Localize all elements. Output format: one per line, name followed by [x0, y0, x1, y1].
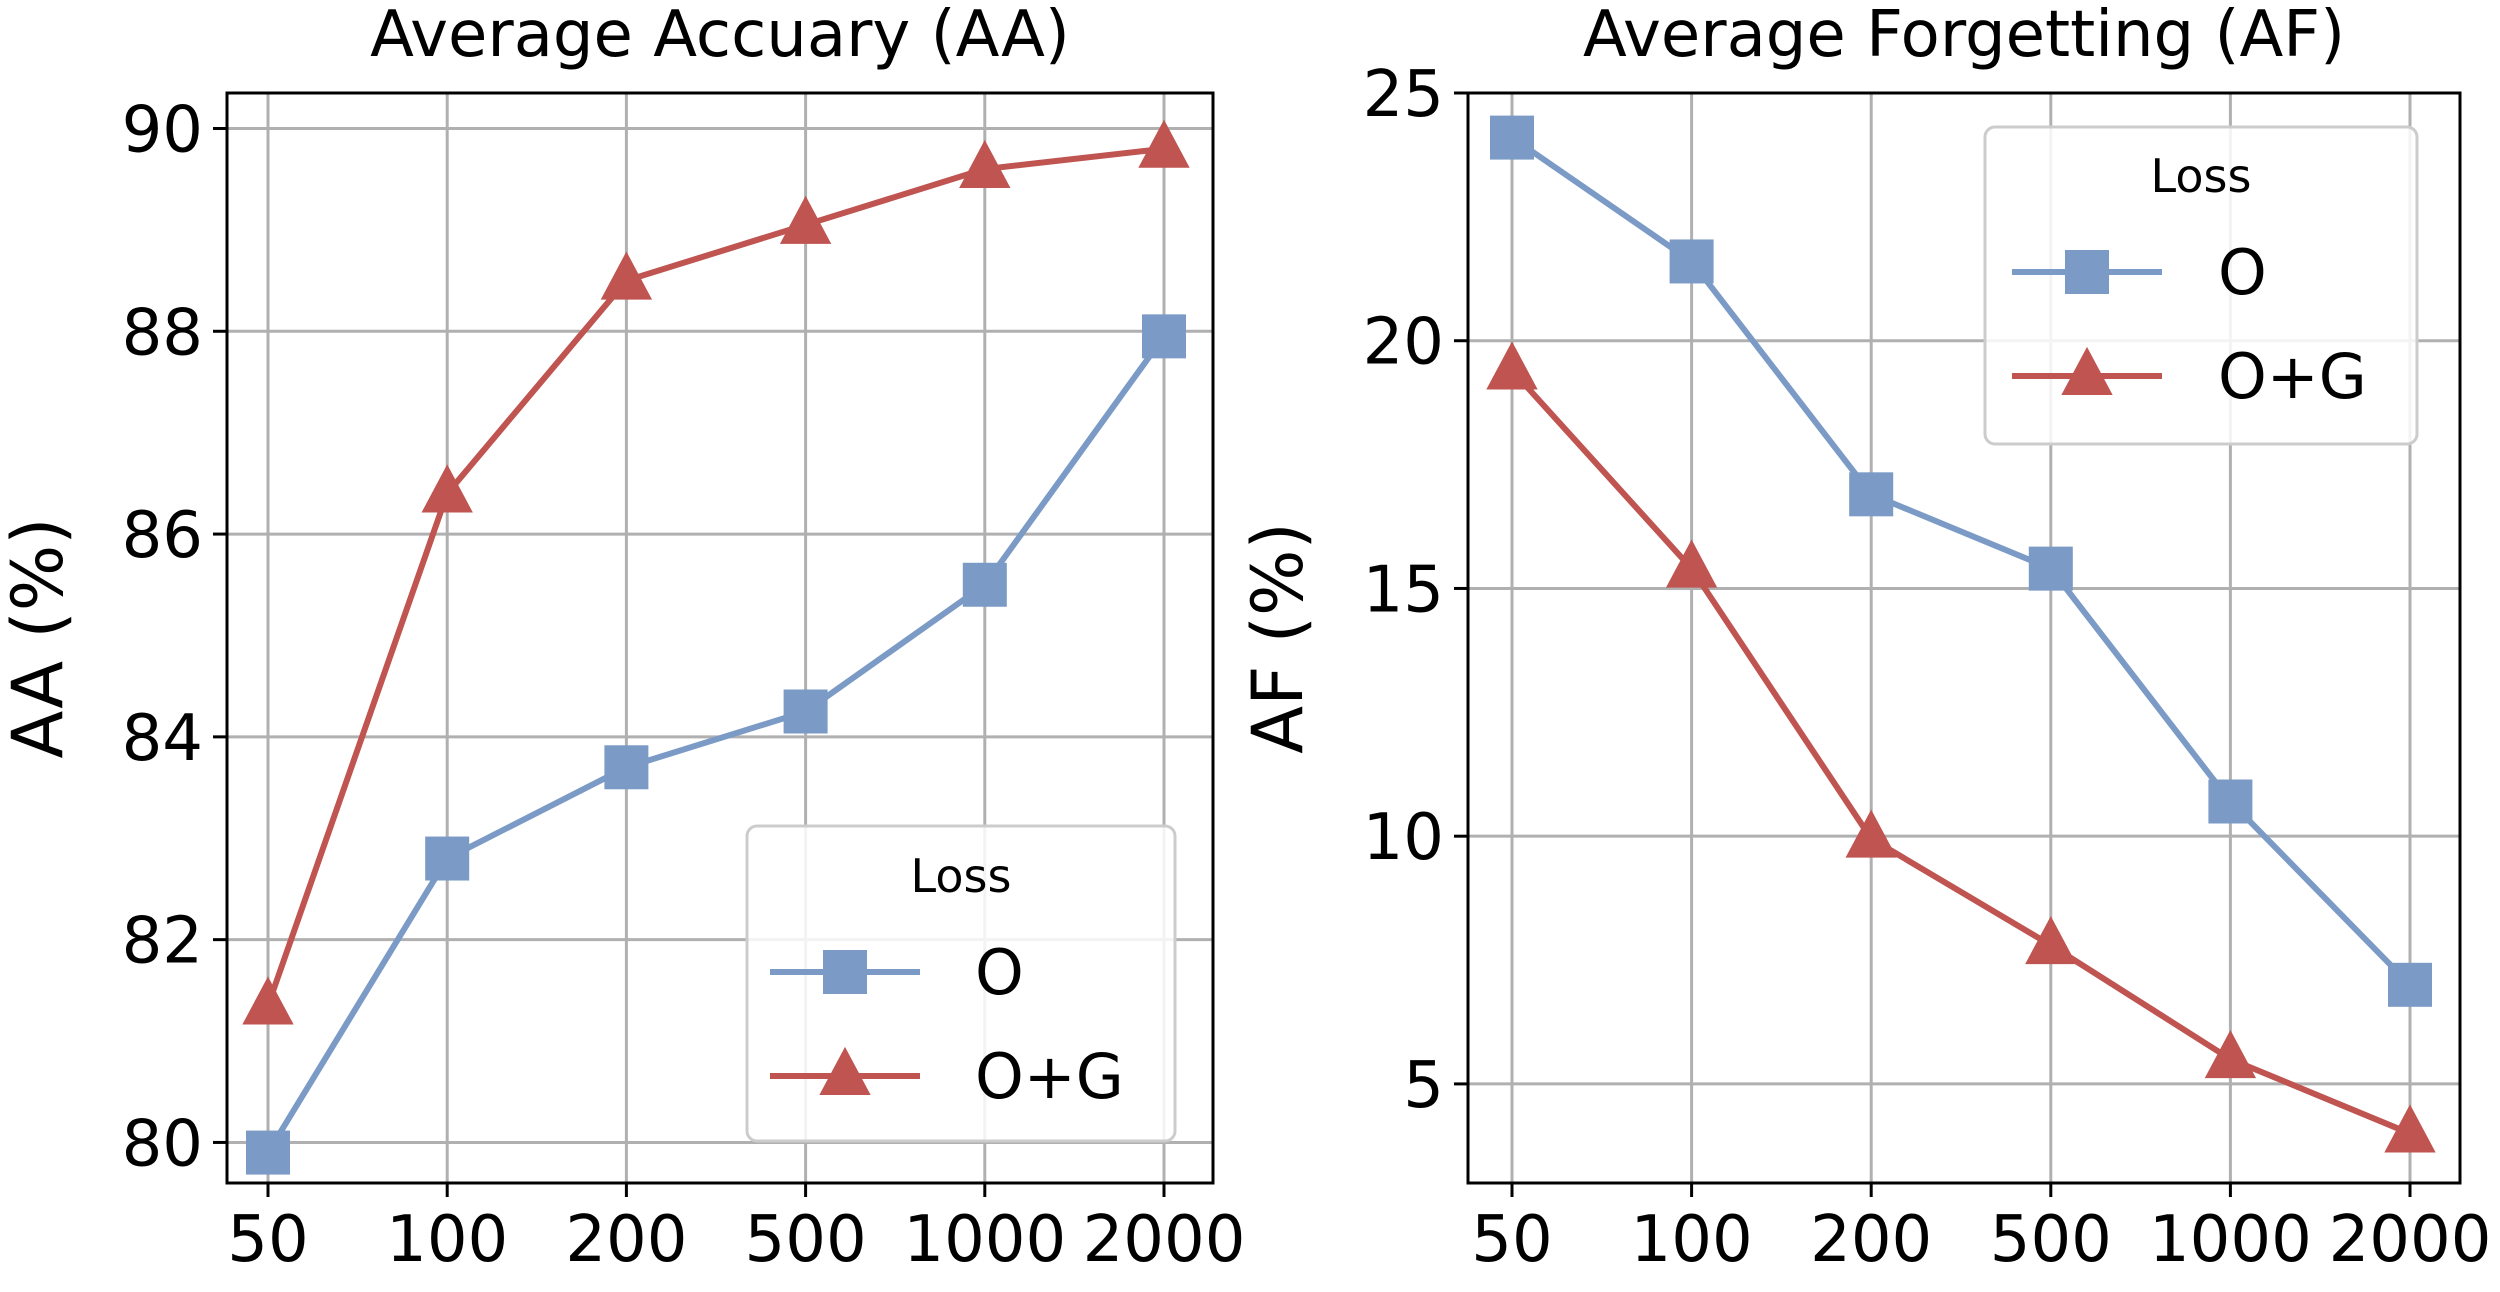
data-point-o-g — [959, 139, 1011, 189]
triangle-marker-icon — [2061, 346, 2113, 395]
y-tick-label: 86 — [122, 499, 203, 573]
legend: Loss O O+G — [1983, 125, 2419, 446]
square-marker-icon — [823, 950, 867, 994]
x-tick-label: 2000 — [1083, 1203, 1246, 1277]
y-tick-label: 90 — [122, 93, 203, 167]
data-point-o-g — [242, 976, 294, 1025]
legend: Loss O O+G — [745, 824, 1177, 1143]
y-tick-label: 84 — [122, 702, 203, 776]
data-point-o — [246, 1130, 290, 1175]
y-tick-label: 82 — [122, 905, 203, 979]
data-point-o-g — [1665, 539, 1718, 588]
data-point-o — [962, 562, 1007, 607]
data-point-o — [2028, 546, 2073, 591]
data-point-o-g — [1845, 809, 1897, 858]
x-tick-label: 500 — [1990, 1203, 2112, 1277]
legend-entry-o: O — [770, 936, 1024, 1009]
y-tick-label: 25 — [1363, 58, 1444, 132]
x-tick-label: 100 — [386, 1203, 508, 1277]
x-tick-label: 50 — [1471, 1203, 1552, 1277]
series-line-o — [265, 334, 1167, 1155]
data-point-o-g — [779, 195, 832, 244]
legend-entry-o: O — [2012, 236, 2267, 309]
data-point-o-g — [2204, 1030, 2257, 1079]
x-tick-label: 1000 — [903, 1203, 1066, 1277]
chart-title: Average Accuary (AA) — [370, 0, 1070, 72]
legend-label-o: O — [975, 936, 1024, 1009]
y-tick-label: 20 — [1363, 306, 1444, 380]
plot-frame — [225, 91, 1215, 1185]
data-point-o-g — [1486, 341, 1538, 390]
legend-marker — [2061, 346, 2113, 395]
data-point-o — [1142, 314, 1186, 359]
data-point-o — [1669, 239, 1714, 284]
data-point-o-g — [1138, 119, 1190, 168]
x-tick-label: 200 — [1810, 1203, 1932, 1277]
y-tick-label: 80 — [122, 1107, 203, 1181]
data-point-o-g — [421, 464, 473, 513]
series-line-o-g — [1509, 368, 2412, 1137]
data-point-o — [1849, 472, 1894, 517]
x-tick-label: 100 — [1631, 1203, 1753, 1277]
legend-entry-o-g: O+G — [770, 1040, 1124, 1113]
series-line-o-g — [265, 145, 1165, 1007]
chart-average-accuracy: 50 100 200 500 1000 2000 80 82 84 86 88 90 Average … — [0, 0, 1245, 1277]
data-point-o — [2208, 779, 2253, 824]
legend-marker — [823, 950, 867, 994]
x-tick-label: 1000 — [2149, 1203, 2312, 1277]
y-tick-label: 5 — [1403, 1049, 1444, 1123]
legend-label-o-g: O+G — [2218, 340, 2367, 413]
data-point-o — [425, 836, 470, 881]
data-point-o-g — [2384, 1104, 2436, 1153]
data-point-o — [2388, 962, 2432, 1007]
x-tick-label: 200 — [565, 1203, 687, 1277]
x-tick-label: 2000 — [2329, 1203, 2492, 1277]
x-tick-label: 500 — [745, 1203, 867, 1277]
legend-label-o-g: O+G — [975, 1040, 1124, 1113]
legend-box — [745, 824, 1177, 1143]
data-point-o — [783, 689, 828, 734]
data-point-o-g — [600, 251, 653, 300]
y-axis-label: AF (%) — [1237, 522, 1319, 754]
data-point-o-g — [2025, 916, 2077, 965]
legend-entry-o-g: O+G — [2012, 340, 2367, 413]
chart-title: Average Forgetting (AF) — [1583, 0, 2345, 72]
triangle-marker-icon — [819, 1046, 871, 1095]
chart-average-forgetting: 50 100 200 500 1000 2000 5 10 15 20 25 Average For… — [1237, 0, 2491, 1277]
y-axis-label: AA (%) — [0, 517, 79, 758]
data-point-o — [1490, 115, 1534, 160]
y-tick-label: 88 — [122, 296, 203, 370]
series-line-o — [1510, 135, 2413, 987]
x-tick-label: 50 — [227, 1203, 308, 1277]
legend-marker — [2065, 250, 2109, 294]
legend-label-o: O — [2218, 236, 2267, 309]
y-tick-label: 15 — [1363, 553, 1444, 627]
y-tick-label: 10 — [1363, 801, 1444, 875]
legend-marker — [819, 1046, 871, 1095]
legend-title: Loss — [2151, 149, 2252, 203]
data-point-o — [604, 745, 649, 790]
legend-title: Loss — [911, 849, 1012, 903]
square-marker-icon — [2065, 250, 2109, 294]
plot-frame — [1466, 91, 2462, 1185]
